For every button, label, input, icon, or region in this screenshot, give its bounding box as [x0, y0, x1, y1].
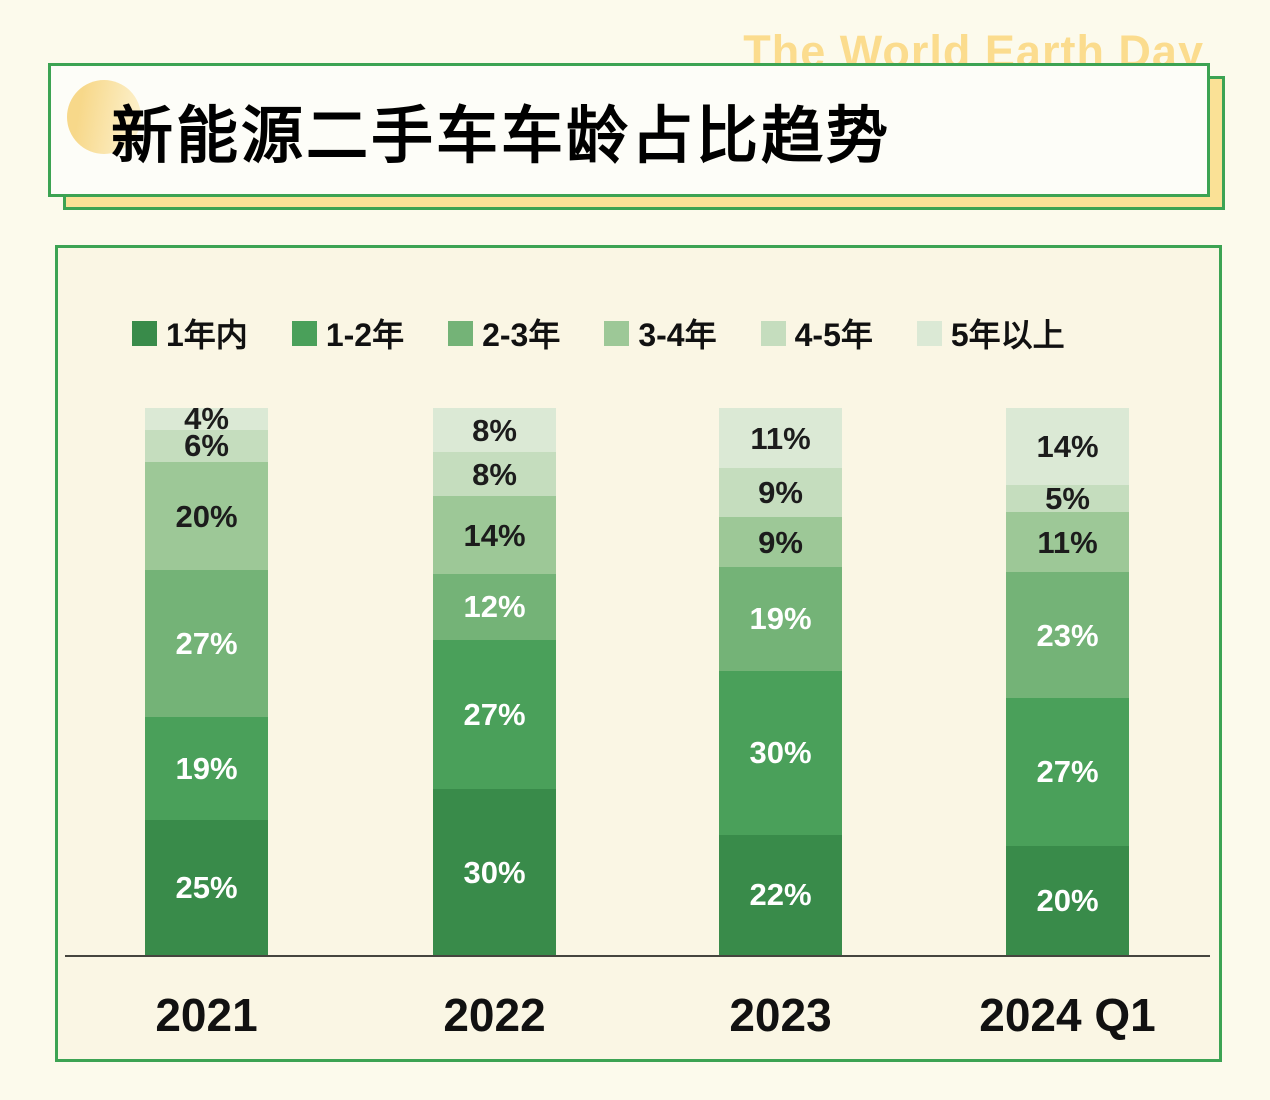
segment-value-label: 19%	[175, 750, 238, 786]
bar-segment: 23%	[1006, 572, 1129, 698]
bar-segment: 27%	[433, 640, 556, 790]
bar-segment: 11%	[1006, 511, 1129, 573]
x-axis-label: 2021	[155, 989, 258, 1041]
segment-value-label: 25%	[175, 869, 238, 905]
title-card: 新能源二手车车龄占比趋势	[48, 63, 1225, 210]
bar-segment: 20%	[1006, 845, 1129, 955]
legend-item-4: 4-5年	[760, 310, 873, 356]
legend-item-2: 2-3年	[448, 310, 560, 356]
segment-value-label: 20%	[1036, 882, 1099, 918]
segment-value-label: 11%	[1037, 524, 1098, 560]
segment-value-label: 27%	[463, 697, 526, 733]
bar-segment: 8%	[433, 408, 556, 453]
legend-swatch-icon	[448, 320, 474, 346]
segment-value-label: 4%	[184, 401, 229, 437]
segment-value-label: 11%	[750, 420, 811, 456]
bar-segment: 11%	[719, 408, 842, 469]
x-axis-label: 2024 Q1	[979, 989, 1156, 1041]
bar-2021: 4% 6% 20% 27% 19% 25%	[145, 403, 268, 955]
segment-value-label: 5%	[1045, 480, 1090, 516]
x-axis-label: 2023	[729, 989, 832, 1041]
bar-2022: 8% 8% 14% 12% 27% 30%	[433, 408, 556, 955]
legend-swatch-icon	[291, 320, 317, 346]
bar-2023: 11% 9% 9% 19% 30% 22%	[719, 408, 842, 956]
bar-segment: 19%	[145, 716, 268, 820]
legend-label: 1-2年	[325, 317, 405, 353]
legend-swatch-icon	[132, 320, 157, 346]
legend-item-1: 1-2年	[291, 310, 405, 356]
bar-segment: 8%	[433, 452, 556, 497]
legend-item-3: 3-4年	[604, 310, 717, 356]
bar-segment: 22%	[719, 834, 842, 956]
legend-item-0: 1年内	[132, 310, 248, 356]
bar-segment: 25%	[145, 819, 268, 955]
legend-label: 3-4年	[638, 317, 717, 353]
bar-segment: 14%	[1006, 408, 1129, 485]
bar-segment: 9%	[719, 468, 842, 518]
title-card-box: 新能源二手车车龄占比趋势	[48, 63, 1210, 197]
legend-label: 2-3年	[482, 317, 561, 353]
segment-value-label: 14%	[463, 517, 526, 553]
legend-swatch-icon	[916, 320, 942, 346]
segment-value-label: 23%	[1036, 617, 1099, 653]
bar-segment: 30%	[719, 670, 842, 835]
bar-segment: 20%	[145, 462, 268, 571]
segment-value-label: 8%	[472, 456, 517, 492]
x-axis-label: 2022	[443, 989, 546, 1041]
segment-value-label: 22%	[749, 877, 812, 913]
segment-value-label: 20%	[175, 498, 238, 534]
legend-item-5: 5年以上	[916, 310, 1065, 356]
bar-segment: 30%	[433, 789, 556, 955]
legend-swatch-icon	[604, 320, 630, 346]
segment-value-label: 30%	[749, 735, 812, 771]
title-accent-circle	[67, 80, 141, 154]
segment-value-label: 19%	[749, 601, 812, 637]
legend-label: 5年以上	[950, 317, 1065, 353]
segment-value-label: 14%	[1036, 428, 1099, 464]
segment-value-label: 9%	[758, 475, 803, 511]
x-axis-line	[65, 955, 1210, 957]
segment-value-label: 8%	[472, 412, 517, 448]
bar-segment: 12%	[433, 573, 556, 641]
stacked-bar-chart: 4% 6% 20% 27% 19% 25% 2021 8% 8% 14% 12% 27% 30% 2022…	[58, 248, 1219, 1059]
legend-label: 4-5年	[794, 317, 873, 353]
page-title: 新能源二手车车龄占比趋势	[111, 102, 892, 171]
segment-value-label: 30%	[463, 854, 526, 890]
bar-segment: 6%	[145, 428, 268, 464]
bar-segment: 27%	[1006, 697, 1129, 846]
bar-segment: 5%	[1006, 480, 1129, 516]
chart-legend: 1年内 1-2年 2-3年 3-4年 4-5年 5年以上	[132, 310, 1065, 356]
segment-value-label: 12%	[463, 589, 526, 625]
segment-value-label: 27%	[175, 626, 238, 662]
bar-segment: 4%	[145, 403, 268, 434]
bar-segment: 27%	[145, 570, 268, 717]
chart-panel: 1年内 1-2年 2-3年 3-4年 4-5年 5年以上 4% 6% 20% 27% 19% 25%…	[55, 245, 1222, 1062]
bar-2024-q1: 14% 5% 11% 23% 27% 20%	[1006, 408, 1129, 955]
bar-segment: 9%	[719, 517, 842, 567]
legend-swatch-icon	[760, 320, 786, 346]
segment-value-label: 6%	[184, 428, 229, 464]
legend-label: 1年内	[166, 317, 248, 353]
segment-value-label: 9%	[758, 524, 803, 560]
bar-segment: 19%	[719, 566, 842, 671]
segment-value-label: 27%	[1036, 754, 1099, 790]
bar-segment: 14%	[433, 496, 556, 574]
